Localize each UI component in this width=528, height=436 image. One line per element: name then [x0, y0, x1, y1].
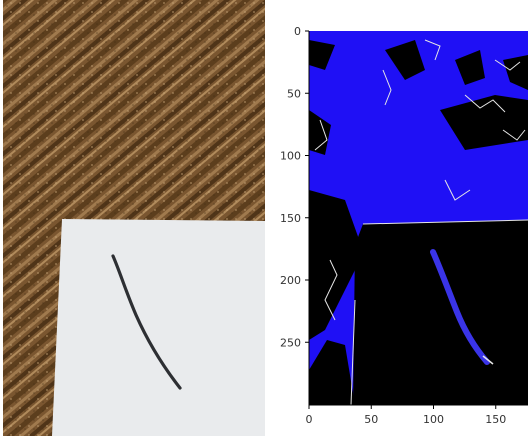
paper-region	[353, 220, 528, 405]
y-tick-label: 150	[280, 212, 301, 225]
paper-sheet	[52, 219, 265, 436]
y-tick-label: 50	[287, 87, 301, 100]
y-tick-label: 250	[280, 336, 301, 349]
segmented-pencil-mark	[430, 249, 490, 365]
x-tick-label: 150	[485, 413, 506, 426]
y-tick-label: 100	[280, 150, 301, 163]
x-tick-label: 50	[364, 413, 378, 426]
y-axis: 0 50 100 150 200 250	[280, 25, 309, 349]
segmentation-plot: 0 50 100 150 0 50 100 150 200 250	[280, 25, 528, 426]
x-axis: 0 50 100 150	[306, 405, 506, 426]
x-tick-label: 0	[306, 413, 313, 426]
y-tick-label: 200	[280, 274, 301, 287]
y-tick-label: 0	[294, 25, 301, 38]
unmasked-patches	[309, 40, 528, 405]
plot-image	[309, 31, 528, 405]
pencil-mark	[111, 254, 182, 390]
x-tick-label: 100	[423, 413, 444, 426]
photo-panel	[3, 0, 265, 436]
edge-lines	[314, 39, 528, 405]
